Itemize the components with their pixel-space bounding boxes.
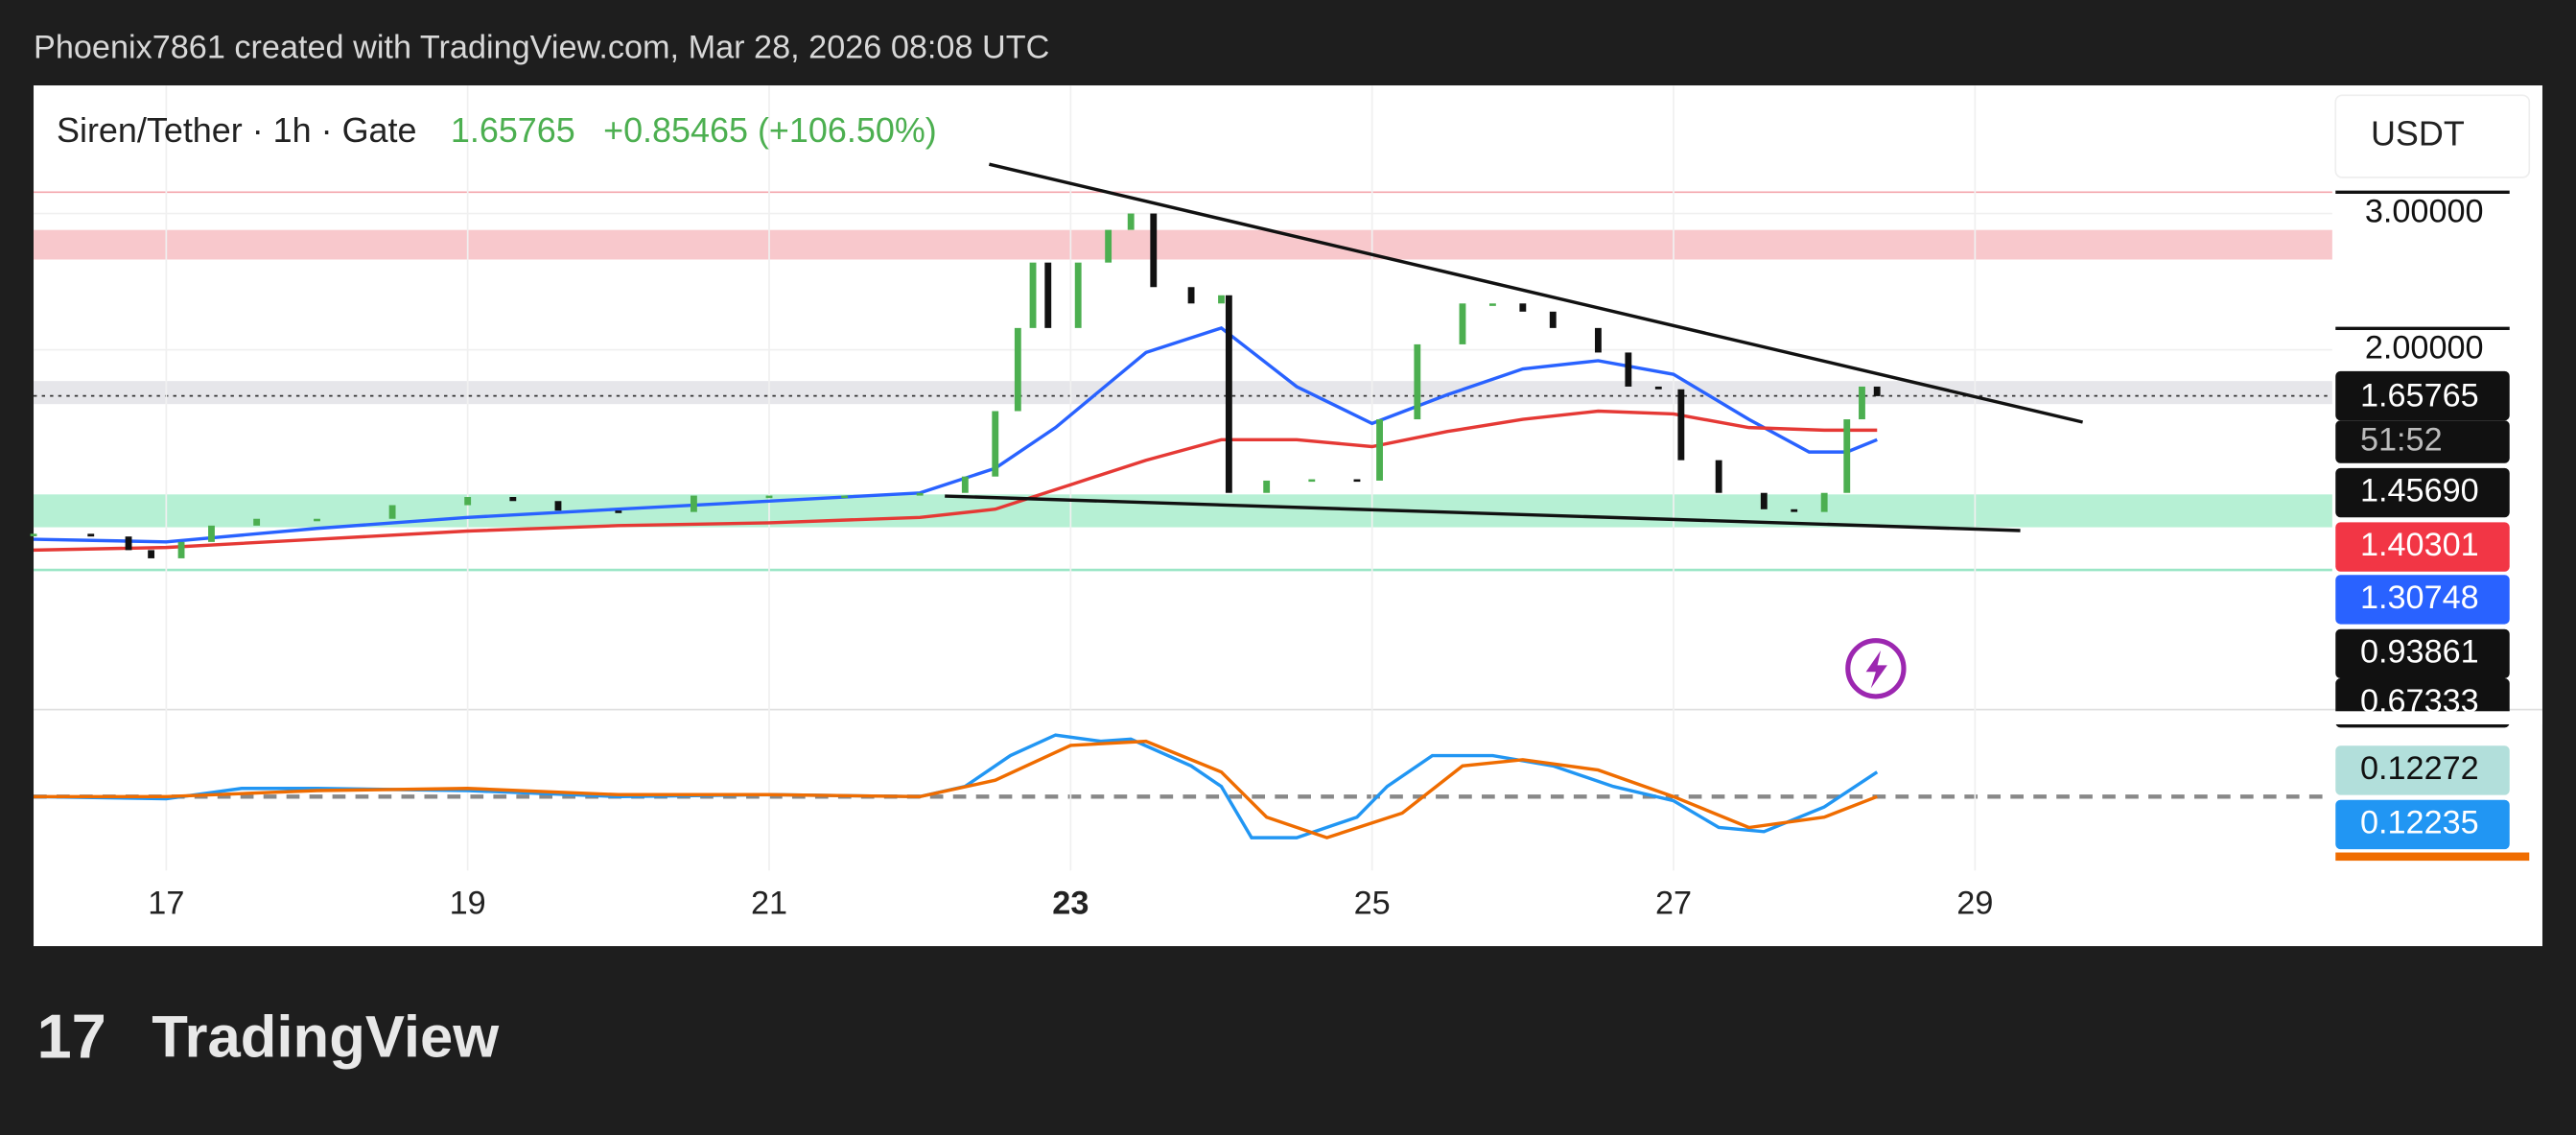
header: Phoenix7861 created with TradingView.com…: [34, 29, 1049, 65]
moving-average: [33, 409, 1878, 553]
candle: [690, 495, 697, 512]
price-tag-box: [2335, 628, 2510, 679]
candle: [1029, 262, 1037, 328]
candle: [464, 496, 472, 506]
macd-tag: 0.12272: [2360, 750, 2479, 787]
candle: [125, 536, 132, 551]
candle: [1843, 419, 1851, 493]
x-tick-label: 17: [148, 885, 184, 921]
price-tag-box: [2335, 420, 2510, 463]
trend-line: [945, 494, 2021, 532]
candle: [253, 518, 261, 526]
candle: [1595, 327, 1602, 353]
candle: [1353, 479, 1361, 483]
candle: [1654, 386, 1662, 390]
candle: [1791, 508, 1798, 512]
macd-tag-box: [2335, 745, 2510, 795]
candle: [208, 525, 215, 542]
price-tag-box: [2335, 467, 2510, 518]
price-tag: 1.40301: [2360, 527, 2479, 563]
candle: [841, 495, 849, 499]
candle: [1376, 419, 1383, 481]
candle: [388, 505, 396, 519]
candle: [177, 541, 185, 558]
candle: [314, 518, 320, 522]
currency[interactable]: USDT: [2371, 114, 2465, 154]
candle: [1715, 460, 1722, 493]
candle: [1044, 262, 1052, 328]
candle: [1014, 327, 1021, 412]
price-tag: 1.45690: [2360, 473, 2479, 509]
candle: [1488, 303, 1496, 306]
candle: [765, 495, 773, 499]
candle: [961, 476, 969, 493]
candle: [1414, 343, 1421, 420]
candle: [1549, 311, 1557, 328]
candle: [30, 533, 37, 536]
alert-icon[interactable]: [1845, 638, 1907, 699]
candle: [916, 492, 924, 496]
price-band: [34, 381, 2332, 405]
macd-line: [33, 733, 1879, 839]
candle: [1859, 386, 1865, 420]
axis-cover: [2331, 711, 2542, 724]
candle: [1873, 386, 1881, 396]
candle: [1263, 480, 1271, 493]
candle: [148, 550, 155, 558]
price-tag: 51:52: [2360, 422, 2443, 459]
candle: [1225, 295, 1232, 493]
symbol: Siren/Tether · 1h · Gate: [57, 110, 417, 150]
candle: [1127, 213, 1135, 230]
macd-tag-strip: [2335, 852, 2530, 862]
x-tick-label: 21: [751, 885, 787, 921]
candle: [87, 533, 95, 537]
candle: [1459, 303, 1466, 344]
candle: [1519, 303, 1527, 312]
candle: [1308, 479, 1316, 483]
price-tag-box: [2335, 575, 2510, 625]
candle: [1105, 229, 1112, 263]
candle: [1187, 287, 1195, 304]
trend-line: [989, 162, 2084, 424]
y-tick-label: 2.00000: [2365, 330, 2484, 367]
macd-tag: 0.12235: [2360, 804, 2479, 840]
moving-average: [33, 325, 1878, 544]
logo-mark: 17: [36, 1002, 105, 1072]
candle: [1760, 492, 1768, 509]
last-price: 1.65765: [451, 110, 575, 150]
y-tick-label: 3.00000: [2365, 194, 2484, 230]
footer-brand: TradingView: [152, 1005, 500, 1071]
price-tag-box: [2335, 522, 2510, 572]
x-tick-label: 23: [1052, 885, 1089, 921]
candle: [1218, 295, 1225, 304]
candle: [554, 501, 562, 511]
plot: [30, 85, 2332, 871]
price-tag: 0.93861: [2360, 633, 2479, 670]
x-tick-label: 25: [1354, 885, 1391, 921]
candle: [509, 496, 517, 502]
candle: [1150, 213, 1158, 288]
x-tick-label: 19: [450, 885, 486, 921]
candle: [1677, 389, 1685, 461]
candle: [1625, 352, 1632, 387]
currency-button[interactable]: [2334, 94, 2531, 178]
price-tag: 1.65765: [2360, 377, 2479, 414]
price-tag: 1.30748: [2360, 579, 2479, 616]
price-tag-box: [2335, 370, 2510, 421]
resistance-zone: [34, 229, 2332, 260]
macd-line: [34, 739, 1878, 839]
macd-tag-box: [2335, 799, 2510, 850]
candle: [615, 510, 622, 513]
candle: [992, 411, 999, 477]
price-change: +0.85465 (+106.50%): [603, 110, 937, 150]
alert-bolt[interactable]: [1865, 650, 1887, 689]
candle: [1820, 492, 1828, 512]
candle: [1074, 262, 1082, 328]
x-tick-label: 27: [1655, 885, 1692, 921]
x-tick-label: 29: [1956, 885, 1993, 921]
